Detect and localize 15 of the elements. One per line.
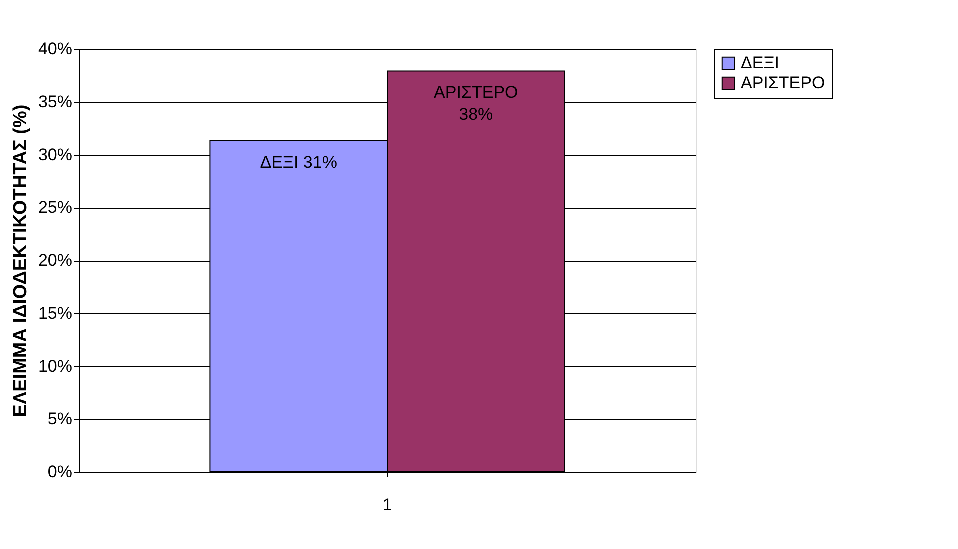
data-label: ΑΡΙΣΤΕΡΟ 38% [434,83,518,124]
y-tick-label: 5% [48,410,72,429]
legend-label: ΔΕΞΙ [741,54,780,72]
y-tick-label: 40% [38,40,72,58]
y-tick-label: 30% [38,145,72,164]
y-tick-label: 10% [38,356,72,376]
y-axis-title: ΕΛΕΙΜΜΑ ΙΔΙΟΔΕΚΤΙΚΟΤΗΤΑΣ (%) [10,104,32,418]
y-tick-label: 25% [38,198,72,218]
legend-label: ΑΡΙΣΤΕΡΟ [741,74,826,92]
y-tick-label: 20% [38,251,72,270]
y-tick-label: 35% [38,92,72,112]
x-tick-label: 1 [382,496,392,514]
y-tick-label: 15% [38,304,72,323]
y-tick-label: 0% [48,462,72,482]
data-label: ΔΕΞΙ 31% [260,153,338,172]
